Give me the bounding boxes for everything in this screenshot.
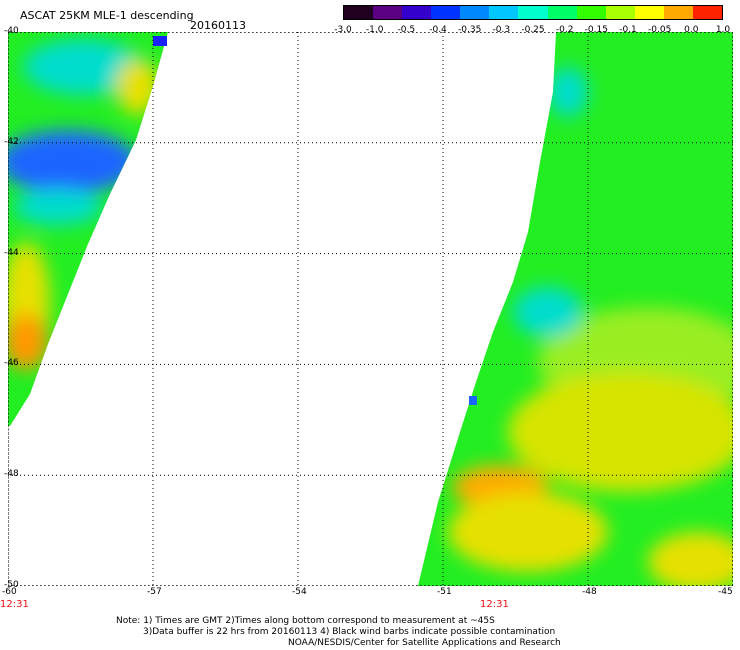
colorbar-label: -0.5 bbox=[397, 25, 416, 35]
colorbar-label: -0.05 bbox=[648, 25, 672, 35]
map-frame bbox=[8, 32, 733, 586]
lat-label: -46 bbox=[4, 358, 19, 369]
lon-label: -54 bbox=[292, 587, 307, 597]
blue-pixel-2 bbox=[469, 396, 477, 405]
right-yellow-lower bbox=[448, 492, 608, 572]
grid-layer bbox=[8, 32, 733, 586]
colorbar-cell bbox=[547, 6, 577, 19]
map-date: 20160113 bbox=[190, 19, 246, 32]
colorbar-labels: -3.0 -1.0 -0.5 -0.4 -0.35 -0.3 -0.25 -0.2 -0.15 -… bbox=[330, 25, 730, 37]
colorbar-cell bbox=[634, 6, 664, 19]
right-cyan-patch bbox=[513, 287, 583, 337]
left-cyan-patch bbox=[23, 39, 143, 95]
colorbar-label: 1.0 bbox=[715, 25, 731, 35]
colorbar-label: -0.25 bbox=[521, 25, 545, 35]
colorbar-cell bbox=[402, 6, 432, 19]
map-title: ASCAT 25KM MLE-1 descending bbox=[20, 9, 194, 22]
colorbar-cell bbox=[489, 6, 519, 19]
lat-label: -48 bbox=[4, 469, 19, 480]
wind-map bbox=[8, 32, 733, 586]
lat-label: -44 bbox=[4, 247, 19, 258]
note-line-1: Note: 1) Times are GMT 2)Times along bot… bbox=[116, 616, 495, 626]
colorbar-label: -0.35 bbox=[458, 25, 482, 35]
colorbar-cell bbox=[373, 6, 403, 19]
left-orange-patch bbox=[8, 314, 48, 370]
colorbar-label: -0.2 bbox=[555, 25, 574, 35]
colorbar-label: -1.0 bbox=[365, 25, 384, 35]
colorbar-cell bbox=[576, 6, 606, 19]
colorbar bbox=[343, 5, 723, 20]
lon-label: -57 bbox=[147, 587, 162, 597]
colorbar-cell bbox=[460, 6, 490, 19]
colorbar-label: -0.1 bbox=[619, 25, 637, 35]
note-line-2: 3)Data buffer is 22 hrs from 20160113 4)… bbox=[143, 627, 556, 637]
right-cyan-top bbox=[548, 67, 588, 117]
colorbar-cell bbox=[692, 6, 723, 19]
lat-label: -40 bbox=[4, 26, 19, 36]
colorbar-cell bbox=[663, 6, 693, 19]
colorbar-label: -0.4 bbox=[429, 25, 447, 35]
lon-label: -48 bbox=[582, 587, 597, 597]
swath-time-label: 12:31 bbox=[0, 599, 29, 610]
colorbar-cell bbox=[605, 6, 635, 19]
lon-label: -51 bbox=[437, 587, 452, 597]
colorbar-label: -3.0 bbox=[334, 25, 352, 35]
colorbar-cell bbox=[431, 6, 461, 19]
colorbar-label: -0.3 bbox=[492, 25, 511, 35]
colorbar-cell bbox=[518, 6, 548, 19]
lat-label: -42 bbox=[4, 136, 19, 147]
colorbar-cell bbox=[344, 6, 374, 19]
colorbar-label: 0.0 bbox=[684, 25, 699, 35]
left-cyan-band bbox=[13, 189, 103, 225]
note-line-3: NOAA/NESDIS/Center for Satellite Applica… bbox=[288, 638, 561, 648]
lon-label: -45 bbox=[718, 587, 733, 597]
lon-label: -60 bbox=[2, 587, 17, 597]
blue-pixel-1 bbox=[153, 36, 167, 46]
right-yellow-patch bbox=[508, 372, 733, 492]
swath-time-label: 12:31 bbox=[480, 599, 509, 610]
swath-layer bbox=[8, 32, 733, 586]
lat-label: -50 bbox=[4, 580, 19, 590]
right-yellow-corner bbox=[648, 532, 733, 586]
colorbar-label: -0.15 bbox=[584, 25, 608, 35]
left-blue-patch bbox=[8, 130, 138, 194]
